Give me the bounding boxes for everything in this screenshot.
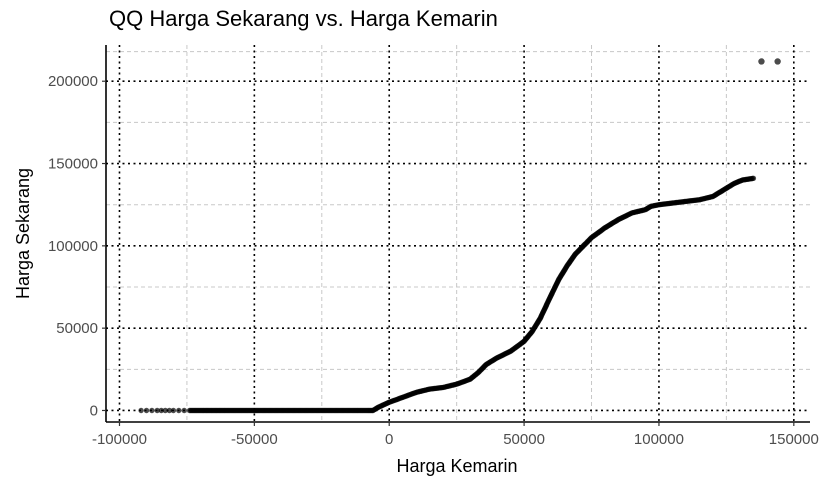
qq-point xyxy=(162,407,168,414)
chart-title: QQ Harga Sekarang vs. Harga Kemarin xyxy=(109,6,498,31)
x-tick-label: -100000 xyxy=(92,431,147,448)
grid-layer xyxy=(106,45,810,422)
y-tick-label: 100000 xyxy=(48,238,98,255)
qq-point xyxy=(138,407,144,414)
qq-outlier-point xyxy=(774,58,781,65)
y-axis-title: Harga Sekarang xyxy=(13,168,33,299)
qq-point xyxy=(181,407,187,414)
qq-point xyxy=(149,407,155,414)
x-tick-label: -50000 xyxy=(231,431,278,448)
y-tick-label: 0 xyxy=(90,402,98,419)
qq-point xyxy=(143,407,150,414)
x-axis-title: Harga Kemarin xyxy=(396,456,517,476)
labels-layer: -100000 -50000 0 50000 100000 150000 0 50000 100… xyxy=(13,73,819,476)
x-tick-label: 150000 xyxy=(769,431,819,448)
axes-layer xyxy=(102,45,810,426)
y-tick-label: 50000 xyxy=(56,320,98,337)
qq-point xyxy=(158,407,164,414)
qq-point xyxy=(176,407,182,414)
x-tick-label: 100000 xyxy=(634,431,684,448)
qq-point xyxy=(154,407,160,414)
qq-outlier-point xyxy=(758,58,765,65)
y-tick-label: 200000 xyxy=(48,73,98,90)
x-tick-label: 50000 xyxy=(503,431,545,448)
points-layer xyxy=(138,58,781,414)
qq-point xyxy=(750,175,757,181)
qq-point xyxy=(170,407,177,414)
qq-point xyxy=(166,407,173,414)
y-tick-label: 150000 xyxy=(48,156,98,173)
x-tick-label: 0 xyxy=(385,431,393,448)
